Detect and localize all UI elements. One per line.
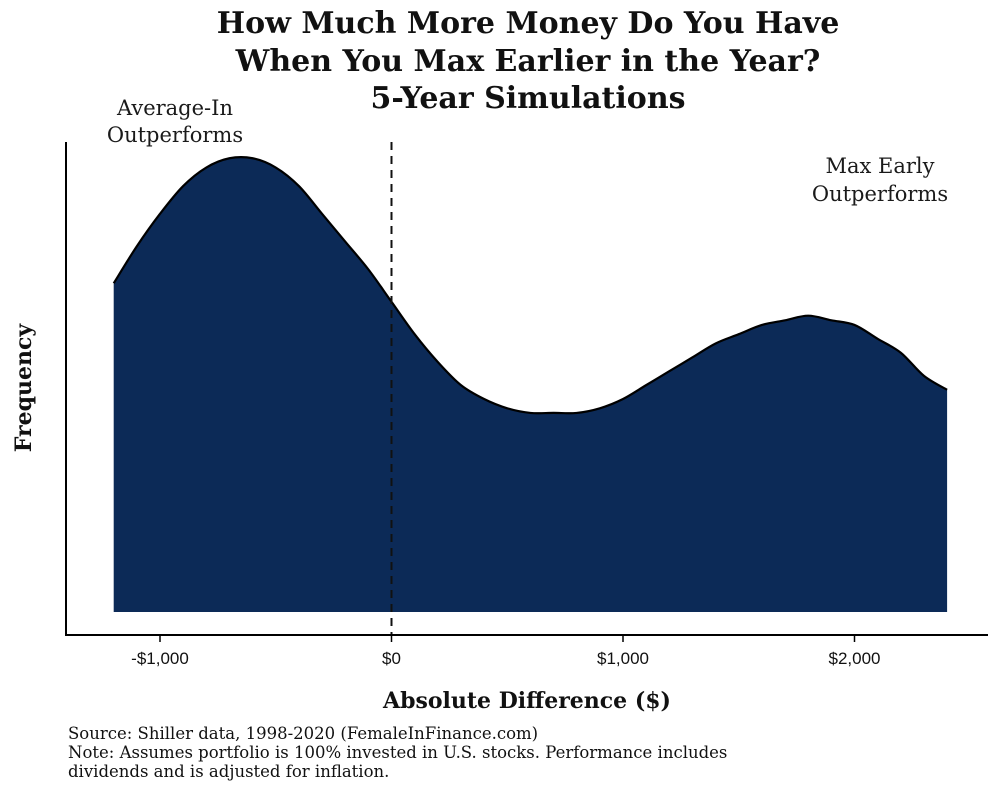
- density-area: [113, 157, 948, 613]
- annotation-left-line-2: Outperforms: [107, 123, 243, 147]
- footer-note-line-1: Note: Assumes portfolio is 100% invested…: [68, 743, 728, 762]
- x-tick-label: -$1,000: [131, 649, 189, 668]
- x-tick-label: $0: [382, 649, 401, 668]
- x-axis-ticks: -$1,000 $0 $1,000 $2,000: [131, 635, 881, 668]
- x-tick-label: $1,000: [597, 649, 649, 668]
- chart-title-line-1: How Much More Money Do You Have: [217, 6, 840, 41]
- annotation-right-line-1: Max Early: [825, 154, 934, 178]
- density-outline: [112, 156, 948, 415]
- annotation-right-line-2: Outperforms: [812, 182, 948, 206]
- footer-note-line-2: dividends and is adjusted for inflation.: [68, 762, 390, 781]
- x-tick-label: $2,000: [829, 649, 881, 668]
- x-axis-title: Absolute Difference ($): [382, 688, 671, 714]
- chart-title-line-3: 5-Year Simulations: [370, 81, 685, 116]
- chart-title-line-2: When You Max Earlier in the Year?: [235, 44, 821, 79]
- y-axis-title: Frequency: [11, 323, 37, 453]
- annotation-left-line-1: Average-In: [116, 96, 233, 120]
- footer-source: Source: Shiller data, 1998-2020 (FemaleI…: [68, 724, 539, 743]
